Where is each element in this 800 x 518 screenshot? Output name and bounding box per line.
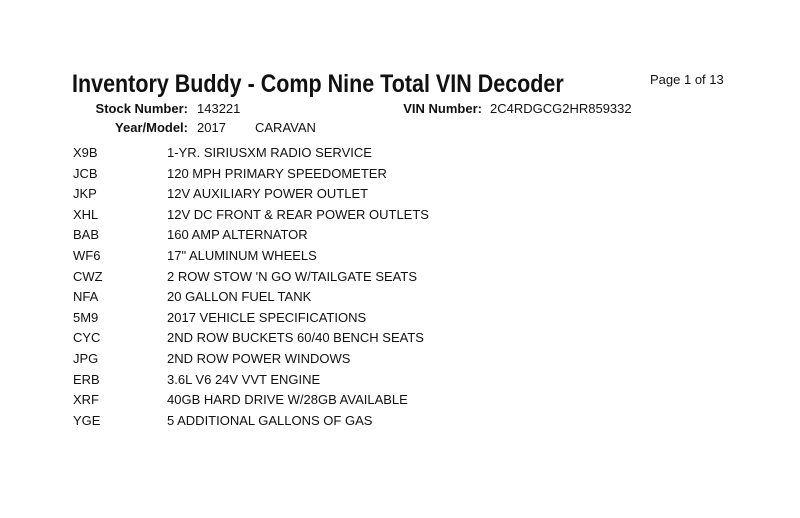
option-code: BAB [73,227,100,243]
year-value: 2017 [197,120,226,135]
option-description: 20 GALLON FUEL TANK [167,289,312,305]
model-value: CARAVAN [255,120,316,135]
option-description: 2ND ROW BUCKETS 60/40 BENCH SEATS [167,330,424,346]
stock-number-label: Stock Number: [95,101,188,116]
option-code: ERB [73,371,100,387]
vin-label: VIN Number: [403,101,482,116]
page-indicator: Page 1 of 13 [650,72,724,87]
option-description: 2017 VEHICLE SPECIFICATIONS [167,309,367,325]
option-code: XRF [73,392,99,408]
stock-number-value: 143221 [197,101,241,116]
document-title: Inventory Buddy - Comp Nine Total VIN De… [72,70,564,98]
option-code: 5M9 [73,309,99,325]
option-code: CYC [73,330,101,346]
option-description: 120 MPH PRIMARY SPEEDOMETER [167,165,387,181]
option-code: JKP [73,186,97,202]
option-code: JPG [73,350,99,366]
year-model-label: Year/Model: [115,120,188,135]
option-description: 2 ROW STOW 'N GO W/TAILGATE SEATS [167,268,417,284]
option-code: JCB [73,165,98,181]
option-code: CWZ [73,268,103,284]
option-description: 40GB HARD DRIVE W/28GB AVAILABLE [167,392,408,408]
option-description: 17" ALUMINUM WHEELS [167,247,317,263]
option-description: 160 AMP ALTERNATOR [167,227,308,243]
option-code: YGE [73,412,101,428]
option-code: WF6 [73,247,101,263]
option-code: XHL [73,206,99,222]
option-code: X9B [73,145,98,160]
option-description: 3.6L V6 24V VVT ENGINE [167,371,321,387]
option-description: 5 ADDITIONAL GALLONS OF GAS [167,412,373,428]
option-description: 12V AUXILIARY POWER OUTLET [167,186,369,202]
vin-value: 2C4RDGCG2HR859332 [490,101,632,116]
option-description: 1-YR. SIRIUSXM RADIO SERVICE [167,145,372,160]
option-description: 12V DC FRONT & REAR POWER OUTLETS [167,206,429,222]
option-code: NFA [73,289,99,305]
option-description: 2ND ROW POWER WINDOWS [167,350,351,366]
